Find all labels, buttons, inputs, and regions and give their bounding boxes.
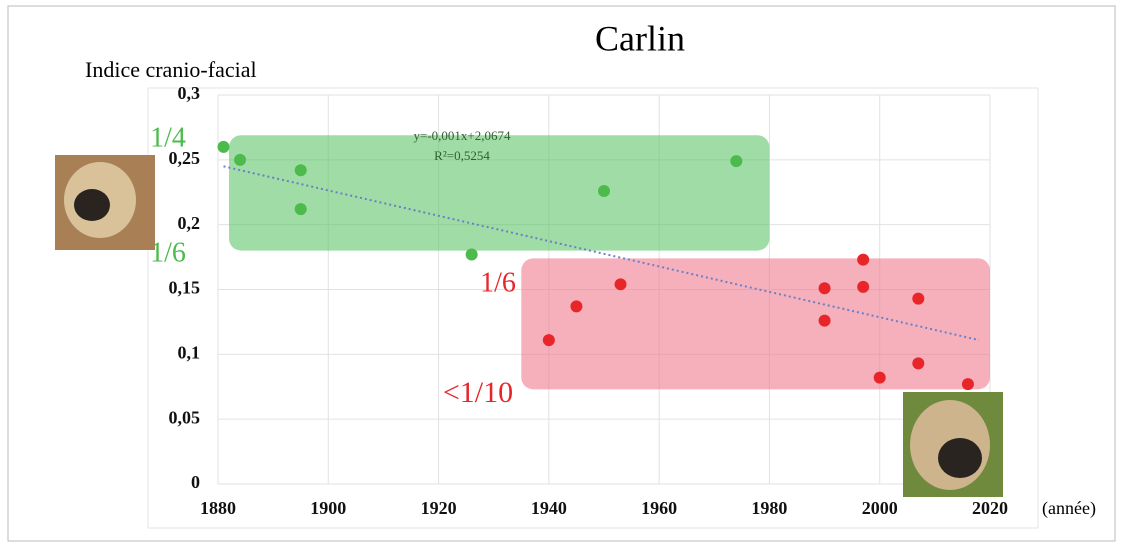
annotation: 1/4 [150, 122, 186, 153]
data-point [857, 253, 870, 266]
annotation: R²=0,5254 [434, 148, 490, 163]
pug-muzzle [74, 189, 110, 221]
x-tick-label: 1900 [310, 498, 346, 518]
x-tick-label: 1880 [200, 498, 236, 518]
data-point [912, 292, 925, 305]
data-point [961, 378, 974, 391]
y-tick-label: 0,25 [169, 148, 201, 168]
annotation: 1/6 [150, 237, 186, 268]
y-tick-label: 0,05 [169, 407, 201, 427]
data-point [570, 300, 583, 313]
frame [7, 5, 1116, 542]
trend-line [223, 165, 980, 342]
pug-muzzle [938, 438, 982, 478]
x-axis-label: (année) [1042, 498, 1096, 519]
x-tick-label: 1980 [751, 498, 787, 518]
x-tick-label: 2000 [862, 498, 898, 518]
data-point [294, 203, 307, 216]
data-point [912, 357, 925, 370]
y-tick-label: 0,1 [178, 342, 201, 362]
annotation: 1/6 [480, 267, 516, 298]
y-tick-label: 0 [191, 472, 200, 492]
chart-title: Carlin [595, 18, 685, 58]
x-tick-label: 1920 [421, 498, 457, 518]
x-tick-label: 1940 [531, 498, 567, 518]
annotation: y=-0,001x+2,0674 [414, 128, 511, 143]
data-point [294, 164, 307, 177]
data-point [234, 153, 247, 166]
data-point [873, 371, 886, 384]
highlight-region [521, 258, 990, 390]
data-point [542, 334, 555, 347]
data-point [217, 140, 230, 153]
data-point [614, 278, 627, 291]
x-tick-label: 1960 [641, 498, 677, 518]
y-tick-label: 0,15 [169, 278, 201, 298]
y-tick-label: 0,2 [178, 213, 201, 233]
annotation: <1/10 [443, 376, 513, 409]
x-tick-label: 2020 [972, 498, 1008, 518]
data-point [818, 314, 831, 327]
plot-frame [147, 87, 1039, 529]
data-point [857, 280, 870, 293]
data-point [730, 155, 743, 168]
data-point [465, 248, 478, 261]
y-tick-label: 0,3 [178, 83, 201, 103]
highlight-region [229, 135, 770, 251]
data-point [818, 282, 831, 295]
data-point [598, 184, 610, 197]
y-axis-label: Indice cranio-facial [85, 57, 257, 82]
